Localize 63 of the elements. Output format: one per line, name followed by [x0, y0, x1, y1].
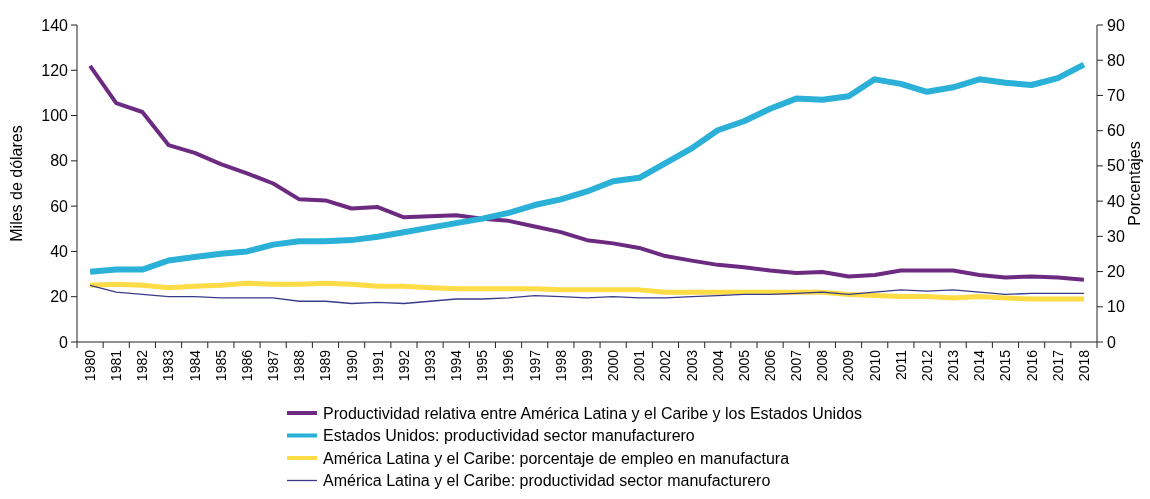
x-tick-label: 1984 [186, 349, 203, 382]
y2-tick-label: 0 [1107, 333, 1116, 351]
x-tick-label: 1991 [369, 349, 386, 382]
y2-tick-label: 90 [1107, 16, 1125, 34]
x-tick-label: 2006 [761, 349, 778, 382]
y2-tick-label: 10 [1107, 298, 1125, 316]
y-tick-label: 60 [50, 197, 69, 215]
y-axis-title: Miles de dólares [8, 125, 25, 242]
y-tick-label: 100 [41, 107, 69, 125]
legend-label: América Latina y el Caribe: porcentaje de empleo en manufactura [323, 449, 790, 467]
x-tick-label: 1994 [448, 349, 465, 382]
x-tick-label: 2009 [840, 349, 857, 382]
x-tick-label: 2018 [1075, 349, 1092, 382]
y2-tick-label: 30 [1107, 227, 1125, 245]
x-tick-label: 1987 [265, 349, 282, 382]
y2-tick-label: 60 [1107, 122, 1125, 140]
x-tick-label: 2010 [866, 349, 883, 382]
x-tick-label: 2012 [918, 349, 935, 382]
x-tick-label: 2016 [1023, 349, 1040, 382]
x-tick-label: 2014 [971, 349, 988, 382]
y-tick-label: 80 [50, 152, 69, 170]
y-tick-label: 120 [41, 61, 69, 79]
x-tick-label: 1982 [134, 349, 151, 382]
x-tick-label: 1986 [238, 349, 255, 382]
x-tick-label: 1990 [343, 349, 360, 382]
x-tick-label: 1993 [421, 349, 438, 382]
x-tick-label: 2008 [814, 349, 831, 382]
x-tick-label: 1999 [578, 349, 595, 382]
x-tick-label: 1998 [552, 349, 569, 382]
x-tick-label: 1996 [500, 349, 517, 382]
y2-tick-label: 20 [1107, 263, 1125, 281]
x-tick-label: 2013 [945, 349, 962, 382]
x-tick-label: 1985 [212, 349, 229, 382]
x-tick-label: 2001 [631, 349, 648, 382]
x-tick-label: 2002 [657, 349, 674, 382]
x-tick-label: 1981 [108, 349, 125, 382]
x-tick-label: 2000 [605, 349, 622, 382]
y2-tick-label: 50 [1107, 157, 1125, 175]
x-tick-label: 2007 [788, 349, 805, 382]
x-tick-label: 1980 [81, 349, 98, 382]
x-tick-label: 2011 [892, 349, 909, 381]
x-tick-label: 1992 [395, 349, 412, 382]
legend-label: América Latina y el Caribe: productividad sector manufacturero [323, 472, 771, 490]
x-tick-label: 1988 [291, 349, 308, 382]
y-tick-label: 40 [50, 243, 69, 261]
x-tick-label: 1989 [317, 349, 334, 382]
y2-tick-label: 70 [1107, 87, 1125, 105]
x-tick-label: 2003 [683, 349, 700, 382]
x-tick-label: 2015 [997, 349, 1014, 382]
y-tick-label: 140 [41, 16, 69, 34]
y2-axis-title: Porcentajes [1126, 141, 1143, 226]
x-tick-label: 1995 [474, 349, 491, 382]
x-tick-label: 2017 [1049, 349, 1066, 382]
y-tick-label: 20 [50, 288, 69, 306]
x-tick-label: 2004 [709, 349, 726, 382]
x-tick-label: 2005 [735, 349, 752, 382]
y-tick-label: 0 [59, 333, 69, 351]
y2-tick-label: 40 [1107, 192, 1125, 210]
y2-tick-label: 80 [1107, 51, 1125, 69]
x-tick-label: 1983 [160, 349, 177, 382]
x-tick-label: 1997 [526, 349, 543, 382]
legend-label: Estados Unidos: productividad sector manufacturero [323, 427, 695, 445]
legend-label: Productividad relativa entre América Latina y el Caribe y los Estados Unidos [323, 404, 862, 422]
